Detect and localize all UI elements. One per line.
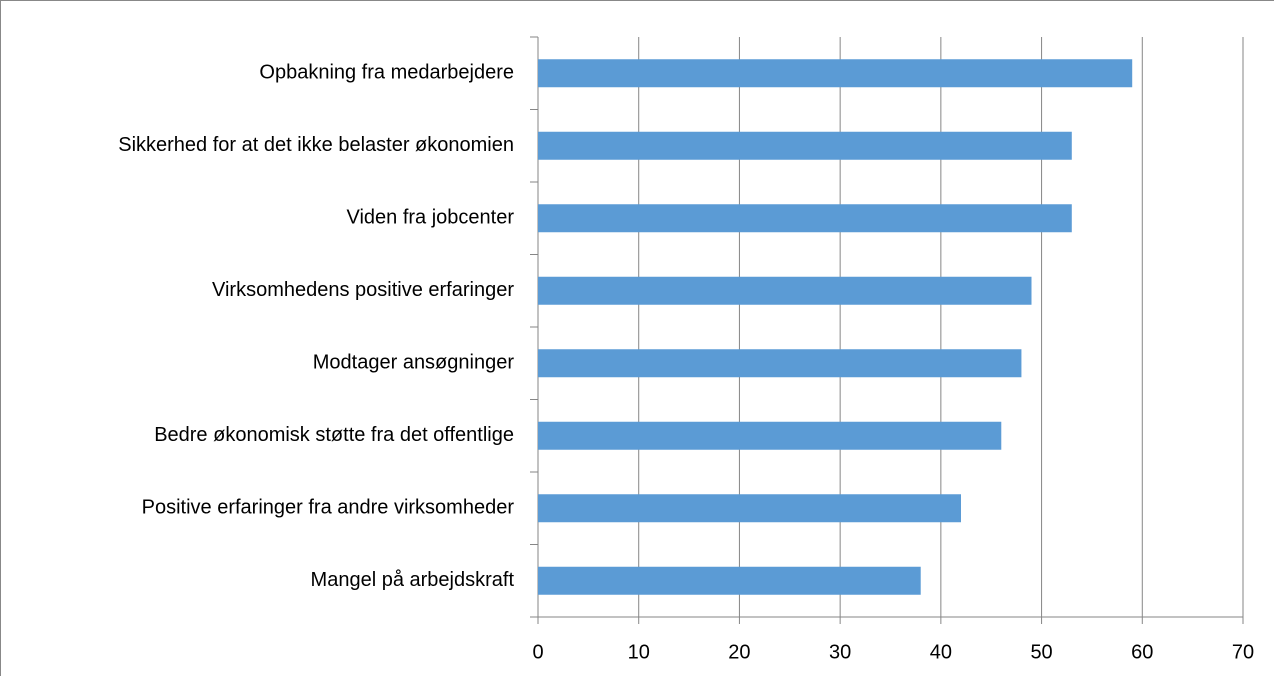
x-tick-label: 40 bbox=[930, 641, 952, 663]
bar bbox=[538, 204, 1072, 233]
x-tick-label: 60 bbox=[1131, 641, 1153, 663]
y-tick-label: Virksomhedens positive erfaringer bbox=[212, 279, 514, 301]
x-tick-label: 50 bbox=[1030, 641, 1052, 663]
x-tick-label: 10 bbox=[628, 641, 650, 663]
y-tick-label: Positive erfaringer fra andre virksomhed… bbox=[142, 497, 515, 519]
y-tick-label: Bedre økonomisk støtte fra det offentlig… bbox=[154, 424, 514, 446]
bar bbox=[538, 421, 1002, 450]
y-tick-label: Opbakning fra medarbejdere bbox=[259, 62, 514, 84]
x-tick-label: 20 bbox=[728, 641, 750, 663]
bar bbox=[538, 566, 921, 595]
y-tick-label: Modtager ansøgninger bbox=[313, 352, 515, 374]
x-tick-label: 0 bbox=[532, 641, 543, 663]
x-tick-label: 30 bbox=[829, 641, 851, 663]
bar bbox=[538, 494, 961, 523]
bar bbox=[538, 276, 1032, 305]
x-tick-label: 70 bbox=[1232, 641, 1254, 663]
y-tick-label: Viden fra jobcenter bbox=[346, 207, 514, 229]
bar bbox=[538, 59, 1133, 88]
bar bbox=[538, 131, 1072, 160]
bar bbox=[538, 349, 1022, 378]
y-tick-label: Mangel på arbejdskraft bbox=[311, 569, 515, 591]
y-tick-label: Sikkerhed for at det ikke belaster økono… bbox=[118, 134, 514, 156]
